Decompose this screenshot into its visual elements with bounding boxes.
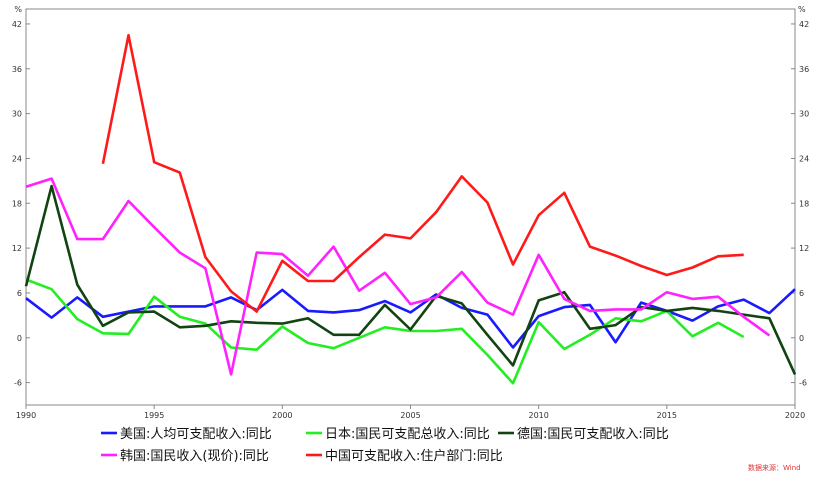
legend-label-3: 德国:国民可支配收入:同比 (517, 427, 669, 442)
x-tick-label: 1995 (144, 411, 164, 420)
y-tick-label-left: 6 (17, 289, 22, 298)
legend-label-1: 美国:人均可支配收入:同比 (120, 427, 272, 442)
y-tick-label-right: 24 (799, 154, 809, 163)
y-tick-label-right: 36 (799, 65, 809, 74)
plot-frame (25, 8, 796, 406)
x-tick-label: 2005 (400, 411, 420, 420)
y-tick-label-right: 0 (799, 334, 804, 343)
y-tick-label-left: 42 (12, 20, 22, 29)
y-tick-label-left: 0 (17, 334, 22, 343)
series-line-5 (101, 33, 744, 313)
series-line-3 (24, 184, 797, 375)
legend-label-4: 韩国:国民收入(现价):同比 (120, 449, 269, 464)
x-tick-label: 2010 (528, 411, 548, 420)
y-unit-left: % (14, 5, 22, 14)
y-tick-label-left: 36 (12, 65, 22, 74)
legend-label-2: 日本:国民可支配总收入:同比 (325, 427, 490, 442)
y-tick-label-left: 24 (12, 154, 22, 163)
source-note: 数据来源：Wind (748, 463, 801, 472)
y-tick-label-right: 6 (799, 289, 804, 298)
y-tick-label-right: 42 (799, 20, 809, 29)
y-tick-label-left: -6 (14, 379, 22, 388)
y-tick-label-right: 18 (799, 199, 809, 208)
series-lines (24, 33, 797, 385)
x-tick-label: 2015 (657, 411, 677, 420)
y-tick-label-right: 12 (799, 244, 809, 253)
axes: % % -6 -6 0 0 6 6 12 12 18 18 24 24 30 30 36 36 42 42 1990 19… (12, 5, 809, 420)
legend-label-5: 中国可支配收入:住户部门:同比 (325, 448, 503, 464)
x-tick-label: 2020 (785, 411, 805, 420)
y-unit-right: % (798, 5, 806, 14)
y-tick-label-left: 30 (12, 110, 22, 119)
x-tick-label: 1990 (16, 411, 36, 420)
x-tick-label: 2000 (272, 411, 292, 420)
series-line-4 (25, 177, 771, 376)
series-line-2 (25, 278, 745, 385)
y-tick-label-left: 18 (12, 199, 22, 208)
y-tick-label-right: 30 (799, 110, 809, 119)
legend: 美国:人均可支配收入:同比 日本:国民可支配总收入:同比 德国:国民可支配收入:同比… (101, 427, 669, 464)
y-tick-label-left: 12 (12, 244, 22, 253)
y-tick-label-right: -6 (799, 379, 807, 388)
series-line-1 (25, 288, 796, 349)
